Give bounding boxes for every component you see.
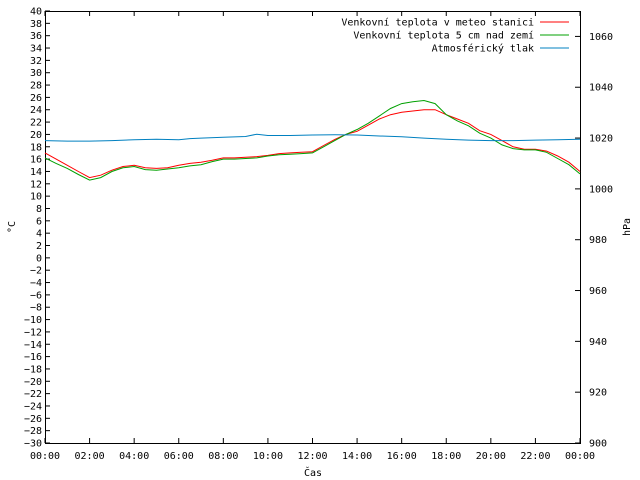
legend-label: Atmosférický tlak [432,43,534,55]
y-left-tick-label: −10 [24,315,42,326]
y-left-tick-label: 36 [30,31,42,42]
y-left-tick-label: 14 [30,167,42,178]
x-tick-label: 14:00 [342,451,372,462]
y-left-tick-label: 12 [30,179,42,190]
y-left-tick-label: 22 [30,118,42,129]
legend-label: Venkovní teplota v meteo stanici [341,17,534,29]
left-axis-ticks: −30−28−26−24−22−20−18−16−14−12−10−8−6−4−… [24,7,50,450]
y-left-tick-label: 2 [36,241,42,252]
y-left-tick-label: −30 [24,439,42,450]
right-axis-ticks: 900 920 940 960 980 1000 1020 1040 1060 [575,32,613,450]
y-left-tick-label: 6 [36,216,42,227]
x-tick-label: 04:00 [119,451,149,462]
x-tick-label: 00:00 [565,451,595,462]
y-left-tick-label: −8 [30,303,42,314]
y-left-tick-label: 38 [30,19,42,30]
y-left-tick-label: 18 [30,142,42,153]
series-line-1 [44,109,581,179]
series-line-2 [44,99,581,181]
y-left-tick-label: −26 [24,414,42,425]
y-left-tick-label: −22 [24,389,42,400]
y-left-tick-label: 20 [30,130,42,141]
x-tick-label: 16:00 [387,451,417,462]
x-axis-title: Čas [304,466,322,479]
y-right-tick-label: 1040 [589,83,613,94]
y-left-tick-label: 34 [30,44,42,55]
y-left-tick-label: −20 [24,377,42,388]
y-left-tick-label: −18 [24,364,42,375]
y-right-tick-label: 980 [589,235,607,246]
x-tick-label: 10:00 [253,451,283,462]
y-left-tick-label: 4 [36,229,42,240]
series-layer [44,99,581,181]
y-left-tick-label: 26 [30,93,42,104]
y-right-tick-label: 1000 [589,184,613,195]
x-tick-label: 22:00 [520,451,550,462]
y-left-tick-label: −6 [30,290,42,301]
y-right-tick-label: 1020 [589,134,613,145]
y-right-tick-label: 1060 [589,32,613,43]
y-right-tick-label: 900 [589,439,607,450]
x-tick-label: 08:00 [208,451,238,462]
y-right-tick-label: 920 [589,388,607,399]
y-right-tick-label: 960 [589,286,607,297]
x-tick-label: 06:00 [164,451,194,462]
legend-label: Venkovní teplota 5 cm nad zemí [353,30,534,42]
x-tick-label: 12:00 [297,451,327,462]
x-tick-label: 00:00 [30,451,60,462]
y-right-tick-label: 940 [589,337,607,348]
y-left-tick-label: 8 [36,204,42,215]
series-line-3 [44,133,581,142]
y-left-tick-label: −16 [24,352,42,363]
y-axis-right-title: hPa [622,218,633,236]
y-left-tick-label: 28 [30,81,42,92]
y-left-tick-label: 32 [30,56,42,67]
y-left-tick-label: −4 [30,278,42,289]
y-left-tick-label: 10 [30,192,42,203]
x-tick-label: 18:00 [431,451,461,462]
y-left-tick-label: 0 [36,253,42,264]
x-axis-ticks: 00:00 02:00 04:00 06:00 08:00 10:00 12:00 14:00… [30,11,595,462]
y-left-tick-label: 40 [30,7,42,18]
y-left-tick-label: −28 [24,426,42,437]
y-left-tick-label: −2 [30,266,42,277]
plot-frame [45,11,581,444]
x-tick-label: 20:00 [476,451,506,462]
y-left-tick-label: 30 [30,68,42,79]
y-left-tick-label: 16 [30,155,42,166]
y-left-tick-label: −24 [24,401,42,412]
y-left-tick-label: −12 [24,327,42,338]
y-left-tick-label: −14 [24,340,42,351]
x-tick-label: 02:00 [75,451,105,462]
y-axis-left-title: °C [7,221,18,233]
y-left-tick-label: 24 [30,105,42,116]
legend: Venkovní teplota v meteo staniciVenkovní… [341,17,569,55]
